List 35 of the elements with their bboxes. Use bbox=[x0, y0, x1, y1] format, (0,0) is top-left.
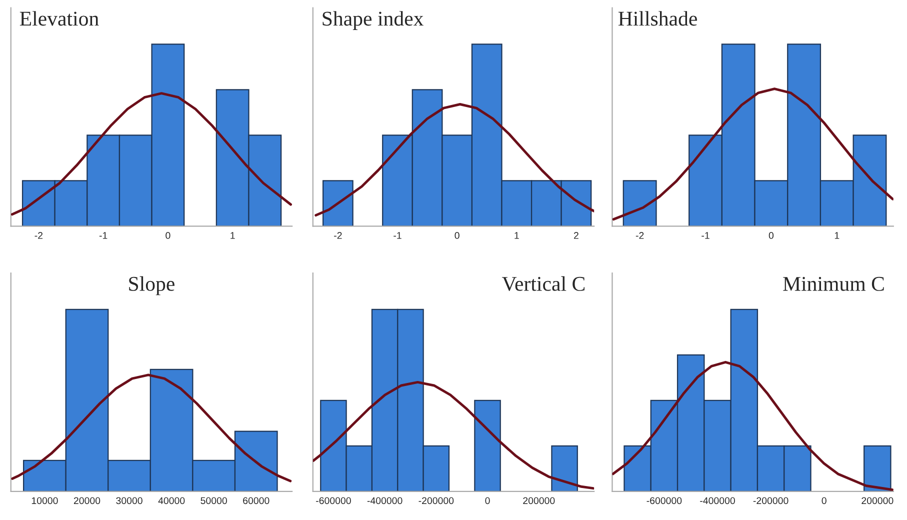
chart-title: Shape index bbox=[322, 11, 424, 30]
x-tick-label: 10000 bbox=[32, 497, 58, 504]
x-tick-label: 1 bbox=[230, 232, 235, 239]
x-tick-label: 40000 bbox=[158, 497, 185, 504]
x-tick-label: -2 bbox=[34, 232, 43, 239]
x-tick-label: 200000 bbox=[862, 497, 894, 504]
x-tick-label: 2 bbox=[574, 232, 578, 239]
x-tick-label: 0 bbox=[822, 497, 826, 504]
x-tick-label: -1 bbox=[99, 232, 108, 239]
x-tick-label: -600000 bbox=[316, 497, 351, 504]
chart-title: Slope bbox=[129, 276, 174, 296]
x-tick-label: -1 bbox=[702, 232, 710, 239]
chart-title: Hillshade bbox=[618, 11, 697, 26]
x-tick-label: 1 bbox=[834, 232, 840, 239]
chart-title: Elevation bbox=[20, 11, 99, 26]
x-tick-label: 50000 bbox=[200, 497, 227, 504]
x-tick-label: -2 bbox=[334, 232, 342, 239]
x-tick-label: 0 bbox=[166, 232, 170, 239]
x-tick-label: 20000 bbox=[74, 497, 100, 504]
x-tick-label: 0 bbox=[768, 232, 774, 239]
x-tick-label: -200000 bbox=[418, 497, 454, 504]
x-tick-label: -600000 bbox=[646, 497, 682, 504]
x-tick-label: -200000 bbox=[753, 497, 788, 504]
x-tick-label: 60000 bbox=[243, 497, 270, 504]
x-tick-label: -1 bbox=[394, 232, 402, 239]
x-tick-label: 0 bbox=[485, 497, 490, 504]
x-tick-label: 0 bbox=[454, 232, 460, 239]
x-tick-label: -400000 bbox=[700, 497, 735, 504]
chart-title: Vertical C bbox=[502, 276, 584, 292]
x-tick-label: -2 bbox=[636, 232, 644, 239]
x-tick-label: 1 bbox=[514, 232, 519, 239]
chart-title: Minimum C bbox=[783, 276, 884, 291]
x-tick-label: 30000 bbox=[116, 497, 142, 504]
x-tick-label: -400000 bbox=[367, 497, 402, 504]
x-tick-label: 200000 bbox=[523, 497, 555, 504]
